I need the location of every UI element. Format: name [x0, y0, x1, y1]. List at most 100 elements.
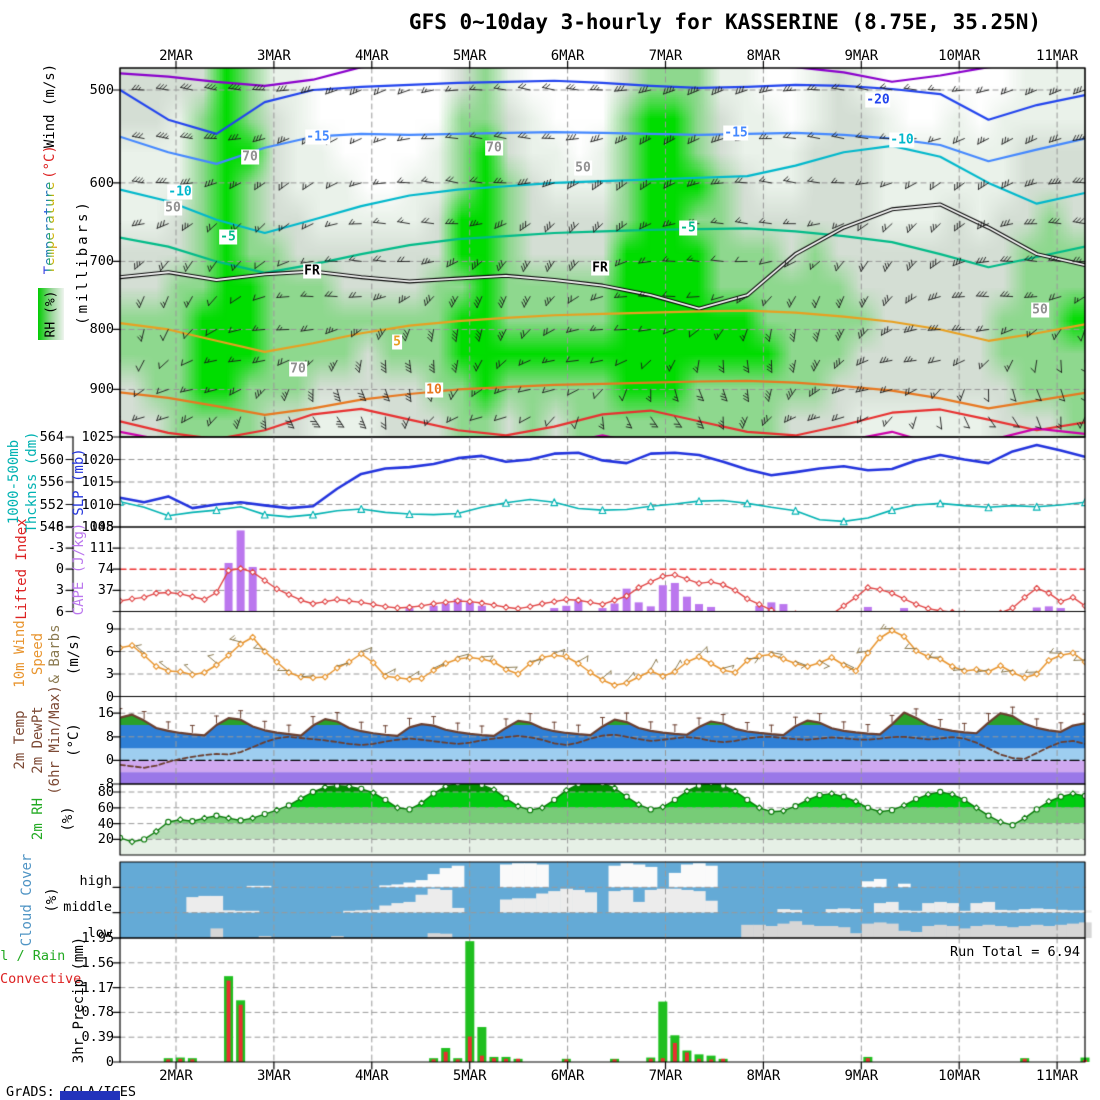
tick-label: 6 — [105, 643, 114, 660]
contour-label: FR — [303, 263, 321, 279]
contour-label: 10 — [425, 382, 443, 398]
tick-label: 40 — [97, 815, 114, 832]
tick-label: 3 — [105, 666, 114, 682]
axis-label-speed: Speed — [30, 632, 46, 676]
tick-label: 37 — [97, 582, 114, 599]
tick-label: 5MAR — [452, 1068, 487, 1084]
tick-label: 9MAR — [844, 1068, 879, 1084]
tick-label: 1025 — [81, 429, 114, 445]
axis-label-2m-dewpt: 2m DewPt — [30, 706, 46, 774]
contour-label: 50 — [1031, 302, 1049, 318]
tick-label: 3MAR — [257, 48, 291, 64]
run-total: Run Total = 6.94 — [949, 944, 1080, 960]
axis-label-total-rain: tal / Rain — [0, 948, 66, 964]
axis-label-thickness-2: Thcknss (dm) — [24, 431, 40, 533]
axis-label-wind: Wind (m/s) — [42, 63, 58, 149]
axis-label-temperature: Temperature — [42, 181, 58, 275]
tick-label: 2MAR — [159, 1068, 193, 1084]
axis-label-millibars: (millibars) — [75, 199, 91, 325]
tick-label: 3 — [55, 582, 64, 599]
contour-label: 50 — [574, 160, 592, 176]
tick-label: low — [87, 925, 112, 941]
tick-label: 800 — [89, 321, 114, 338]
axis-label-degc2: (°C) — [66, 723, 82, 757]
tick-label: 148 — [89, 519, 114, 535]
tick-label: 1010 — [81, 496, 114, 513]
contour-label: -15 — [723, 125, 749, 141]
tick-label: 8MAR — [746, 48, 781, 64]
tick-label: 20 — [97, 831, 114, 848]
tick-label: 4MAR — [354, 48, 389, 64]
tick-label: 600 — [89, 174, 114, 191]
axis-label-10m-wind: 10m Wind — [12, 620, 28, 688]
tick-label: 11MAR — [1036, 1068, 1079, 1084]
axis-label-convective: Convective — [0, 971, 82, 987]
contour-label: FR — [591, 260, 609, 276]
axis-label-2m-temp: 2m Temp — [12, 710, 28, 770]
rh-legend-label: RH (%) — [43, 290, 59, 338]
tick-label: 74 — [97, 561, 114, 578]
tick-label: 7MAR — [648, 1068, 683, 1084]
tick-label: middle — [63, 899, 112, 915]
tick-label: 552 — [39, 496, 64, 513]
tick-label: 0.78 — [81, 1004, 114, 1021]
tick-label: 7MAR — [648, 48, 683, 64]
page-title: GFS 0~10day 3-hourly for KASSERINE (8.75… — [408, 10, 1042, 34]
contour-label: 70 — [241, 149, 259, 165]
contour-label: 5 — [392, 334, 402, 350]
contour-label: 50 — [164, 200, 182, 216]
tick-label: 111 — [89, 540, 114, 557]
tick-label: 2MAR — [159, 48, 193, 64]
tick-label: 10MAR — [938, 48, 981, 64]
tick-label: 6MAR — [550, 48, 585, 64]
axis-label-ms: (m/s) — [66, 632, 82, 676]
bottom-blue-bar — [60, 1091, 120, 1100]
tick-label: 0 — [105, 752, 114, 769]
tick-label: 6 — [55, 603, 64, 620]
tick-label: 5MAR — [452, 48, 487, 64]
tick-label: 8 — [105, 728, 114, 745]
axis-label-cloud-unit: (%) — [44, 887, 60, 913]
tick-label: 0 — [55, 561, 64, 578]
tick-label: 500 — [89, 82, 114, 98]
tick-label: 9MAR — [844, 48, 879, 64]
contour-label: 70 — [289, 361, 307, 377]
tick-label: 80 — [97, 784, 114, 800]
axis-label-cape: CAPE (J/kg) — [71, 522, 87, 616]
tick-label: 3MAR — [257, 1068, 291, 1084]
tick-label: 8MAR — [746, 1068, 781, 1084]
tick-label: -8 — [97, 776, 114, 792]
tick-label: 1.56 — [81, 954, 114, 971]
tick-label: 548 — [39, 519, 64, 535]
tick-label: 0.39 — [81, 1029, 114, 1046]
tick-label: high — [79, 873, 112, 889]
tick-label: 4MAR — [354, 1068, 389, 1084]
axis-label-minmax: (6hr Min/Max) — [47, 685, 63, 795]
tick-label: 1.95 — [81, 930, 114, 946]
contour-label: 70 — [485, 140, 503, 156]
tick-label: 60 — [97, 799, 114, 816]
tick-label: 556 — [39, 474, 64, 490]
tick-label: -3 — [47, 540, 64, 557]
tick-label: 900 — [89, 381, 114, 398]
tick-label: 0 — [105, 688, 114, 705]
tick-label: -6 — [47, 519, 64, 535]
axis-label-2m-rh: 2m RH — [30, 797, 46, 841]
contour-label: -5 — [219, 229, 237, 245]
contour-label: -10 — [889, 132, 915, 148]
axis-label-degc: (°C) — [42, 145, 58, 179]
contour-label: -20 — [865, 92, 891, 108]
tick-label: 700 — [89, 253, 114, 270]
tick-label: 6MAR — [550, 1068, 585, 1084]
axis-label-lifted-index: Lifted Index — [14, 518, 30, 620]
tick-label: 1005 — [81, 519, 114, 535]
contour-label: -10 — [167, 184, 193, 200]
tick-label: 1015 — [81, 474, 114, 490]
tick-label: 560 — [39, 451, 64, 468]
tick-label: 1.17 — [81, 979, 114, 996]
rh-legend: RH (%) — [38, 288, 64, 340]
tick-label: 10MAR — [938, 1068, 981, 1084]
axis-label-barbs: & Barbs — [47, 624, 63, 684]
